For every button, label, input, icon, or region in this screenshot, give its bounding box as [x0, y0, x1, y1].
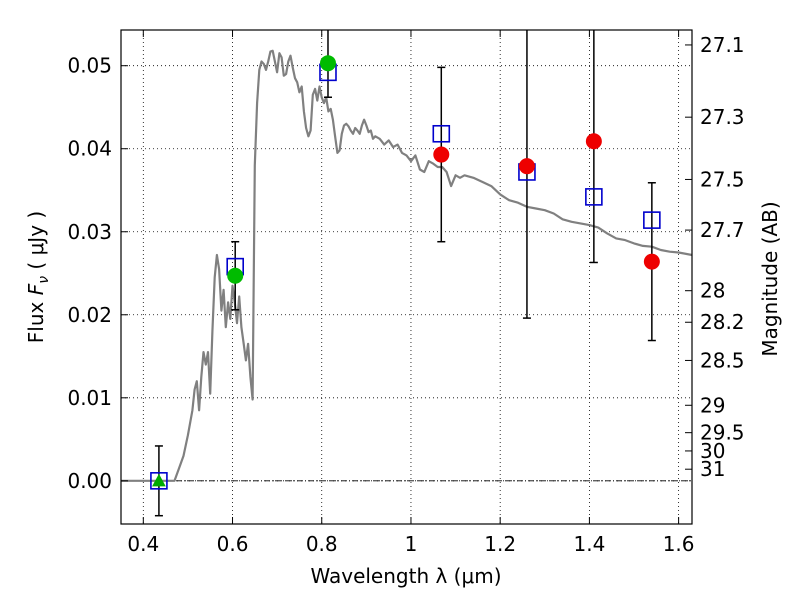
x-tick-label: 0.6 — [217, 532, 249, 556]
y-tick-label: 0.04 — [67, 137, 112, 161]
magnitude-tick-label: 28 — [700, 279, 725, 303]
y-axis-label-symbol: F — [24, 283, 48, 295]
x-axis-label: Wavelength λ (μm) — [310, 564, 501, 588]
magnitude-tick-label: 28.2 — [700, 310, 745, 334]
observed-flux-point — [585, 133, 602, 150]
magnitude-tick-label: 29 — [700, 393, 725, 417]
magnitude-tick-label: 30 — [700, 439, 725, 463]
magnitude-tick-label: 28.5 — [700, 348, 745, 372]
magnitude-tick-label: 31 — [700, 457, 725, 481]
y-axis-ticks: 0.00 0.01 0.02 0.03 0.04 0.05 — [67, 54, 128, 493]
observed-flux-markers — [152, 55, 660, 487]
model-band-flux-square — [585, 188, 603, 206]
y-tick-label: 0.02 — [67, 303, 112, 327]
y-tick-label: 0.05 — [67, 54, 112, 78]
x-tick-label: 1 — [405, 532, 418, 556]
magnitude-tick-label: 27.5 — [700, 167, 745, 191]
magnitude-tick-label: 27.7 — [700, 218, 745, 242]
y-axis-label-suffix: ( μJy ) — [24, 211, 48, 276]
magnitude-tick-label: 27.1 — [700, 33, 745, 57]
model-band-flux-square — [643, 211, 661, 229]
y-tick-label: 0.03 — [67, 220, 112, 244]
observed-flux-triangle — [152, 473, 166, 487]
model-band-flux-square — [432, 124, 451, 143]
observed-flux-point — [643, 253, 660, 270]
observed-flux-point — [227, 267, 244, 284]
y-axis-label-subscript: ν — [36, 276, 52, 284]
x-tick-label: 0.8 — [306, 532, 338, 556]
y-axis-label: Flux Fν ( μJy ) — [24, 211, 52, 343]
y-axis-label-prefix: Flux — [24, 295, 48, 343]
magnitude-axis-label: Magnitude (AB) — [758, 201, 782, 356]
y-tick-label: 0.00 — [67, 469, 112, 493]
magnitude-tick-label: 27.3 — [700, 105, 745, 129]
grid-lines — [121, 30, 692, 524]
x-tick-label: 1.6 — [663, 532, 695, 556]
x-tick-label: 1.4 — [573, 532, 605, 556]
model-band-flux-square — [150, 472, 168, 490]
plot-frame — [120, 29, 693, 525]
x-axis-ticks: 0.4 0.6 0.8 1 1.2 1.4 1.6 — [127, 30, 695, 556]
model-spectrum-line — [121, 49, 693, 482]
x-tick-label: 0.4 — [127, 532, 159, 556]
observed-flux-point — [433, 146, 450, 163]
observed-flux-point — [518, 158, 535, 175]
magnitude-tick-label: 29.5 — [700, 421, 745, 445]
y-tick-label: 0.01 — [67, 386, 112, 410]
observed-flux-point — [319, 55, 336, 72]
x-tick-label: 1.2 — [484, 532, 516, 556]
